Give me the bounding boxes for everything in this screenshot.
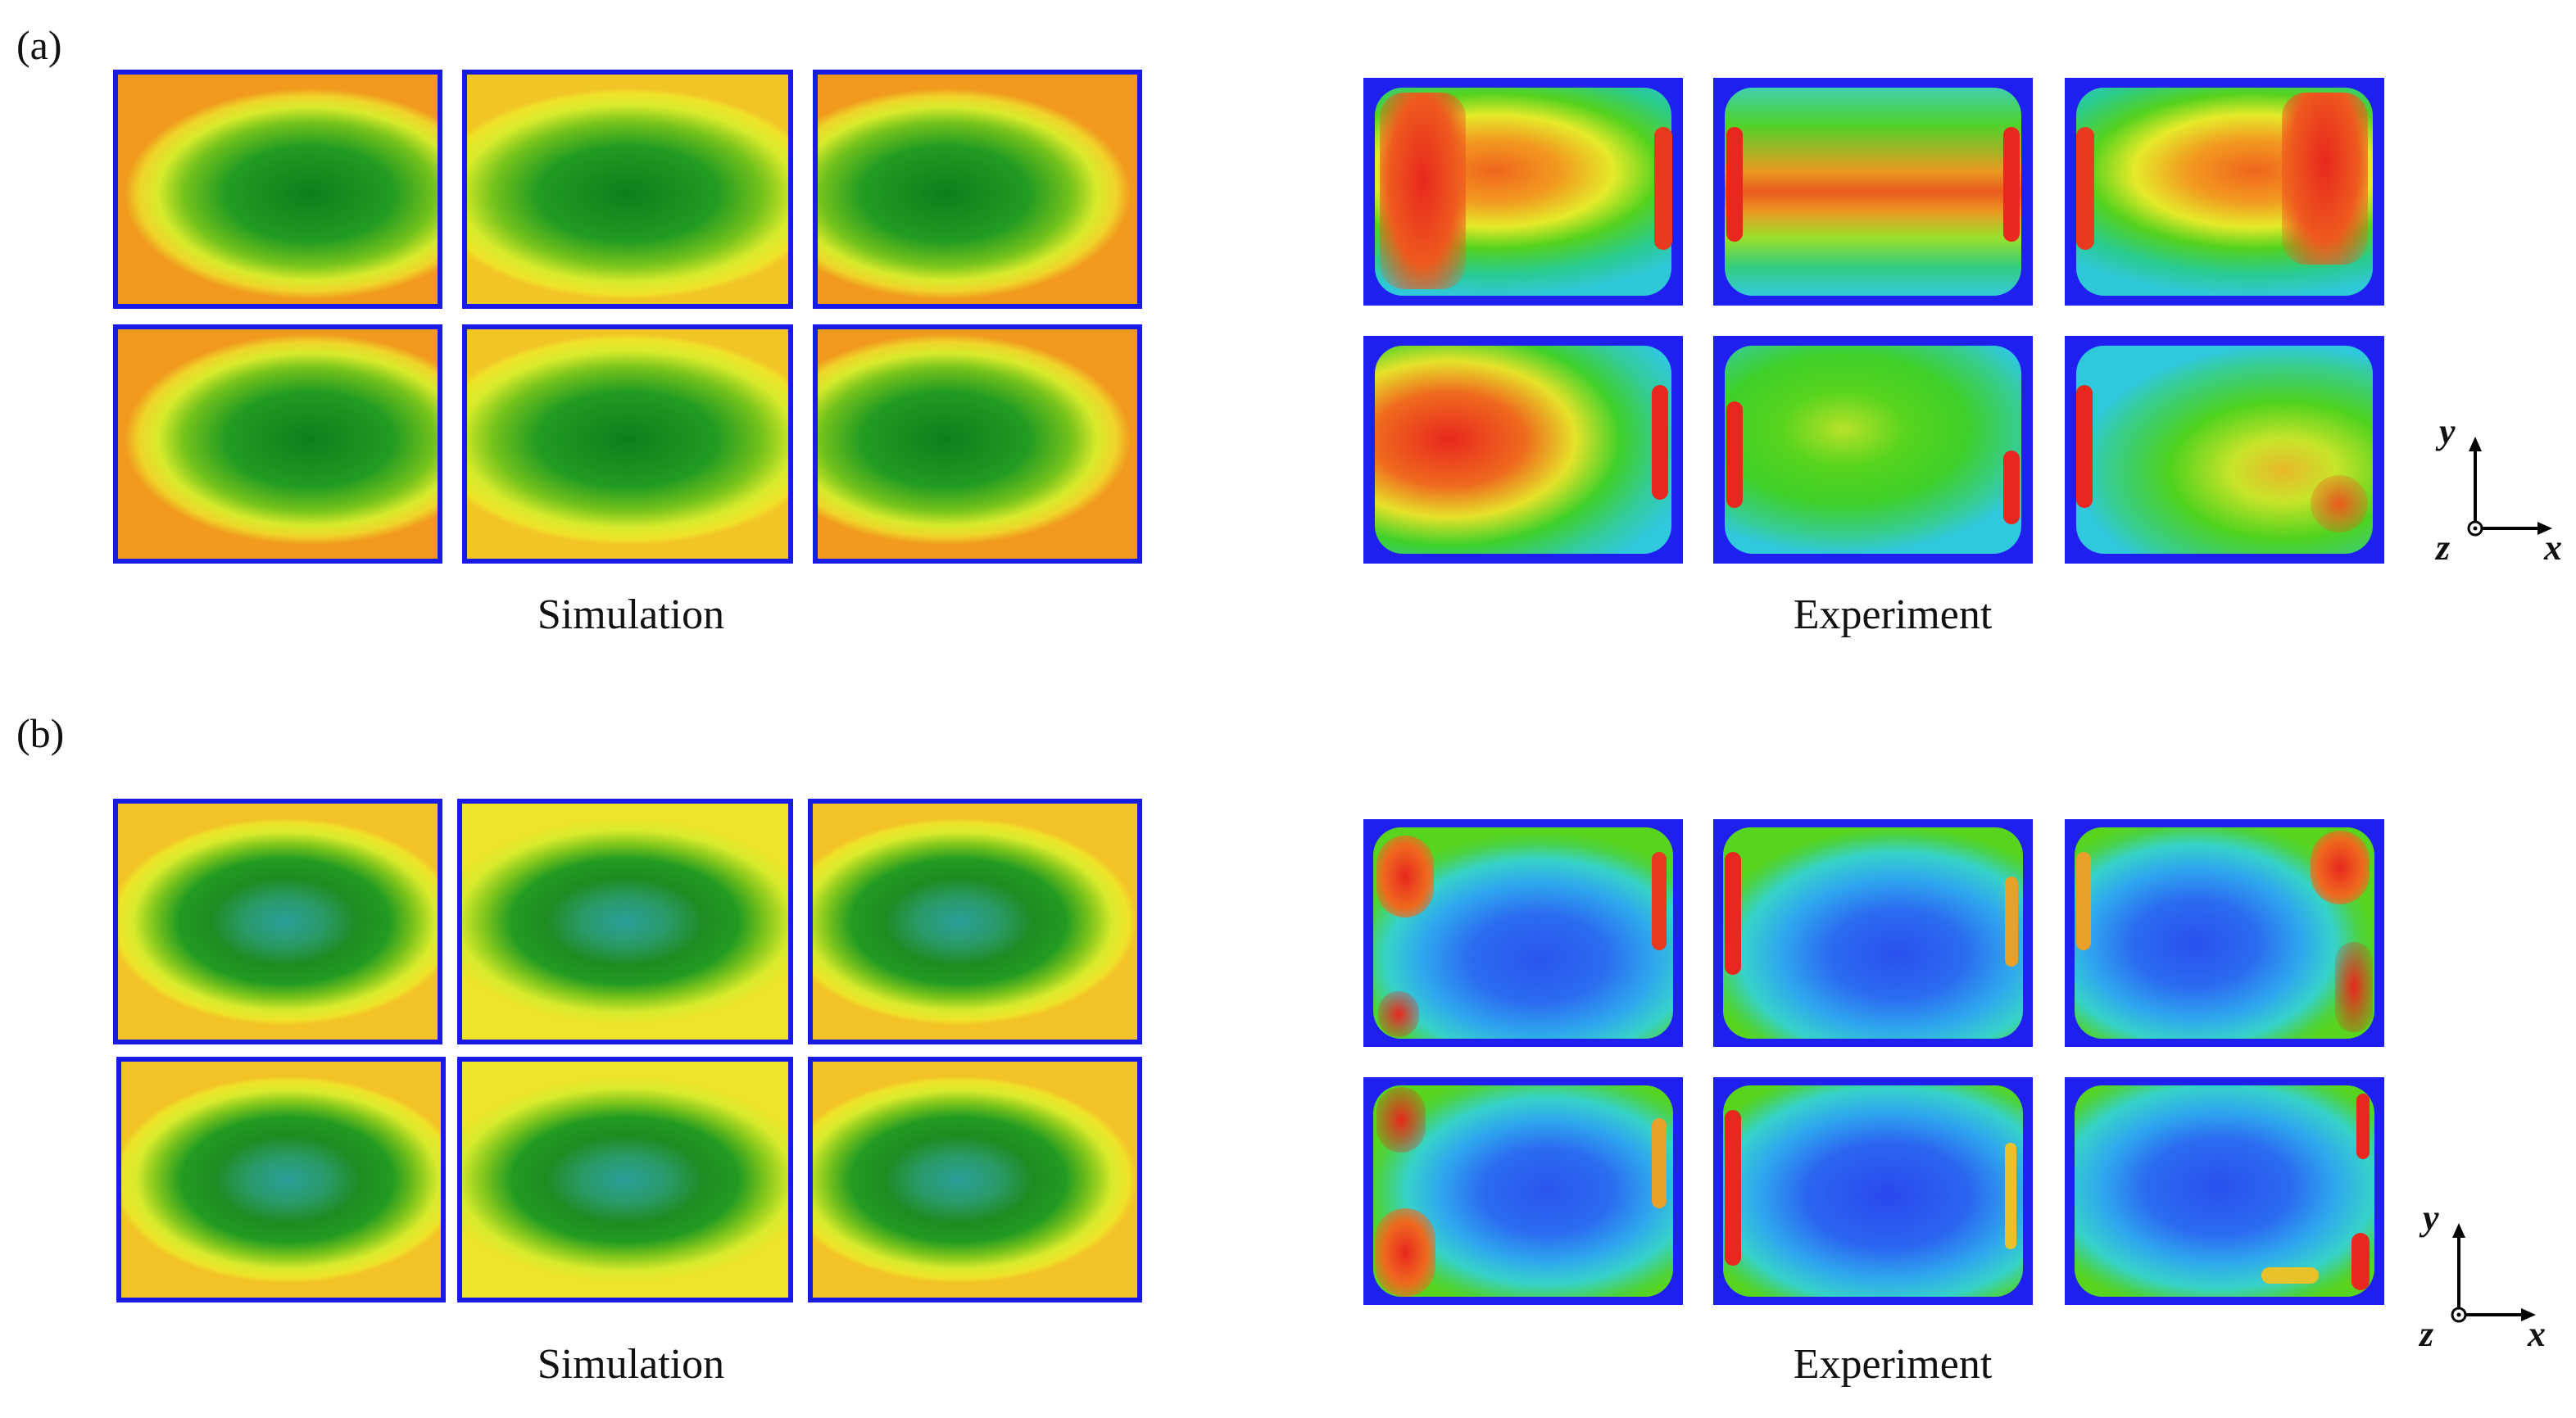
sim-b-tile-6 xyxy=(808,1057,1142,1302)
axis-z-label: z xyxy=(2436,528,2451,568)
axis-y-label: y xyxy=(2423,1198,2439,1238)
exp-a-tile-3 xyxy=(2065,78,2384,306)
sim-b-tile-2 xyxy=(457,799,793,1044)
sim-b-tile-3 xyxy=(808,799,1142,1044)
axis-arrows-icon xyxy=(2451,1223,2536,1323)
sim-a-tile-1 xyxy=(113,70,442,309)
exp-a-tile-4 xyxy=(1363,336,1683,564)
sim-a-tile-3 xyxy=(813,70,1142,309)
axis-x-label: x xyxy=(2544,528,2562,568)
exp-a-tile-5 xyxy=(1713,336,2033,564)
exp-b-tile-6 xyxy=(2065,1077,2384,1305)
panel-a-experiment-caption: Experiment xyxy=(1793,591,1993,638)
exp-b-tile-3 xyxy=(2065,819,2384,1047)
sim-a-tile-6 xyxy=(813,324,1142,564)
sim-a-tile-2 xyxy=(462,70,793,309)
axis-x-label: x xyxy=(2528,1314,2546,1354)
panel-b-label: (b) xyxy=(16,710,65,756)
axis-arrows-icon xyxy=(2467,437,2552,537)
sim-b-tile-4 xyxy=(116,1057,446,1302)
exp-b-tile-1 xyxy=(1363,819,1683,1047)
panel-b-experiment-caption: Experiment xyxy=(1793,1341,1993,1388)
sim-a-tile-4 xyxy=(113,324,442,564)
panel-a-label: (a) xyxy=(16,22,62,68)
exp-b-tile-2 xyxy=(1713,819,2033,1047)
sim-b-tile-1 xyxy=(113,799,442,1044)
exp-b-tile-4 xyxy=(1363,1077,1683,1305)
exp-a-tile-6 xyxy=(2065,336,2384,564)
exp-a-tile-2 xyxy=(1713,78,2033,306)
panel-b-axis-triad: y x z xyxy=(2405,1200,2560,1356)
panel-b-simulation-caption: Simulation xyxy=(537,1341,725,1388)
panel-a-simulation-caption: Simulation xyxy=(537,591,725,638)
sim-a-tile-5 xyxy=(462,324,793,564)
panel-a-axis-triad: y x z xyxy=(2421,414,2576,569)
exp-a-tile-1 xyxy=(1363,78,1683,306)
axis-z-label: z xyxy=(2420,1314,2434,1354)
sim-b-tile-5 xyxy=(457,1057,793,1302)
exp-b-tile-5 xyxy=(1713,1077,2033,1305)
axis-y-label: y xyxy=(2439,411,2456,451)
